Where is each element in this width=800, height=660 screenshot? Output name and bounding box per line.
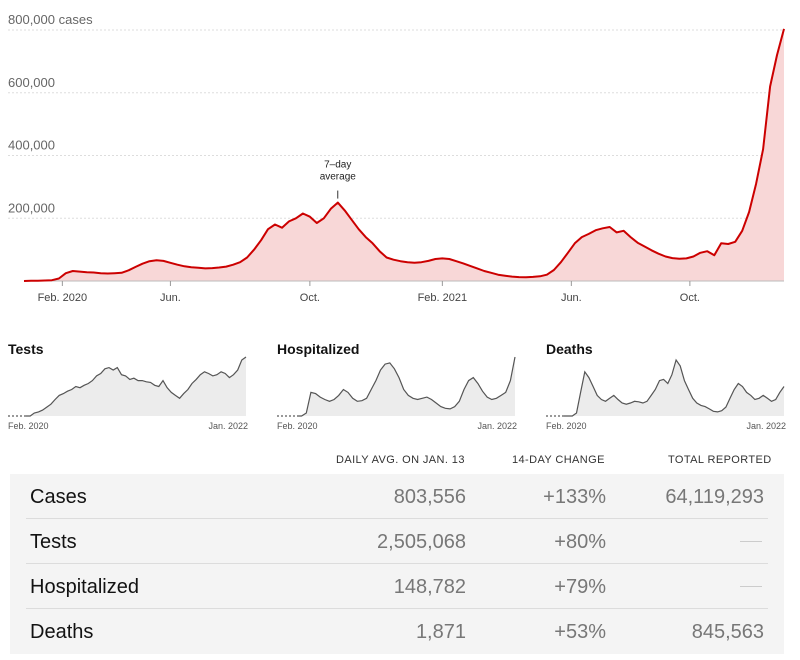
row-daily: 148,782 <box>393 576 466 598</box>
tests-x-end: Jan. 2022 <box>208 421 248 431</box>
hospitalized-x-start: Feb. 2020 <box>277 421 318 431</box>
column-total-reported: TOTAL REPORTED <box>668 454 772 466</box>
tests-chart: Tests Feb. 2020 Jan. 2022 <box>8 335 248 440</box>
deaths-x-end: Jan. 2022 <box>746 421 786 431</box>
hospitalized-chart-title: Hospitalized <box>277 341 360 357</box>
small-multiples: Tests Feb. 2020 Jan. 2022 Hospitalized F… <box>0 335 800 445</box>
row-divider <box>26 518 768 519</box>
y-tick-label: 200,000 <box>8 200 55 215</box>
cases-chart-svg: 800,000 cases 600,000 400,000 200,000 Feb. 2… <box>8 12 785 304</box>
deaths-chart-svg <box>546 358 785 417</box>
row-daily: 1,871 <box>415 621 466 643</box>
tests-x-start: Feb. 2020 <box>8 421 49 431</box>
row-divider <box>26 608 768 609</box>
cases-chart: 800,000 cases 600,000 400,000 200,000 Feb. 2… <box>0 0 800 310</box>
small-line <box>26 356 247 417</box>
deaths-chart: Deaths Feb. 2020 Jan. 2022 <box>546 335 786 440</box>
small-area <box>564 360 784 416</box>
row-change: +79% <box>554 576 606 598</box>
deaths-x-start: Feb. 2020 <box>546 421 587 431</box>
hospitalized-x-end: Jan. 2022 <box>477 421 517 431</box>
row-label: Tests <box>30 531 77 553</box>
row-label: Hospitalized <box>30 576 139 598</box>
x-tick-label: Jun. <box>160 292 181 304</box>
row-label: Deaths <box>30 621 94 643</box>
row-divider <box>26 563 768 564</box>
tests-chart-svg <box>8 356 247 417</box>
column-14-day-change: 14-DAY CHANGE <box>512 454 605 466</box>
y-tick-label: 600,000 <box>8 75 55 90</box>
annotation-label: average <box>320 172 357 183</box>
x-tick-label: Feb. 2021 <box>418 292 468 304</box>
row-change: +80% <box>554 531 606 553</box>
row-change: +53% <box>554 621 606 643</box>
table-row: Tests 2,505,068 +80% <box>10 519 784 564</box>
annotation-label: 7–day <box>324 160 351 171</box>
row-daily: 2,505,068 <box>377 531 466 553</box>
small-area <box>26 357 246 416</box>
tests-chart-title: Tests <box>8 341 44 357</box>
table-header: DAILY AVG. ON JAN. 13 14-DAY CHANGE TOTA… <box>0 452 800 472</box>
summary-table: Cases 803,556 +133% 64,119,293 Tests 2,5… <box>10 474 784 654</box>
row-total: 64,119,293 <box>665 486 764 508</box>
x-tick-label: Jun. <box>561 292 582 304</box>
table-row: Hospitalized 148,782 +79% <box>10 564 784 609</box>
hospitalized-chart-svg <box>277 356 516 417</box>
row-total-empty <box>740 541 762 542</box>
x-tick-label: Feb. 2020 <box>38 292 88 304</box>
x-tick-label: Oct. <box>300 292 320 304</box>
column-daily-avg: DAILY AVG. ON JAN. 13 <box>336 454 465 466</box>
row-change: +133% <box>543 486 606 508</box>
row-daily: 803,556 <box>393 486 466 508</box>
deaths-chart-title: Deaths <box>546 341 593 357</box>
row-total: 845,563 <box>691 621 764 643</box>
row-total-empty <box>740 586 762 587</box>
cases-area <box>24 28 784 282</box>
table-row: Cases 803,556 +133% 64,119,293 <box>10 474 784 519</box>
x-tick-label: Oct. <box>680 292 700 304</box>
table-row: Deaths 1,871 +53% 845,563 <box>10 609 784 654</box>
cases-line <box>23 28 785 282</box>
hospitalized-chart: Hospitalized Feb. 2020 Jan. 2022 <box>277 335 517 440</box>
y-tick-label: 800,000 cases <box>8 12 93 27</box>
small-area <box>297 357 515 416</box>
small-line <box>564 358 785 417</box>
small-line <box>297 356 516 417</box>
y-tick-label: 400,000 <box>8 138 55 153</box>
row-label: Cases <box>30 486 87 508</box>
